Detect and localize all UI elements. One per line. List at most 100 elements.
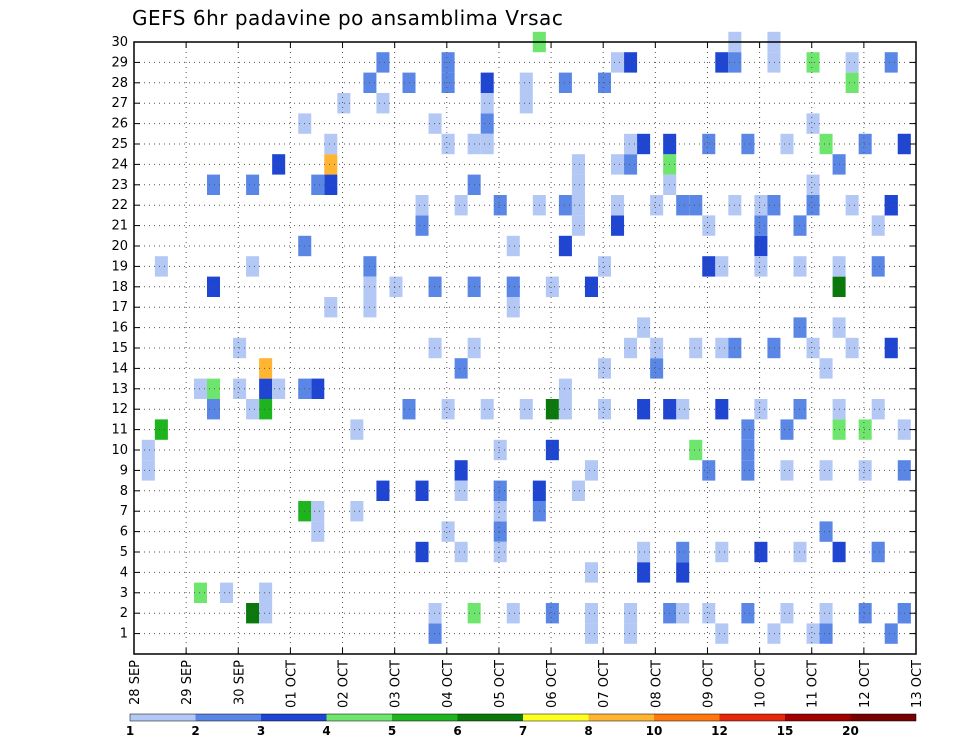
- heatmap-cell: [272, 378, 286, 399]
- heatmap-cell: [519, 93, 533, 114]
- y-tick-label: 25: [111, 137, 128, 152]
- x-tick-label: 13 OCT: [910, 660, 925, 708]
- heatmap-cell: [415, 541, 429, 563]
- heatmap-cell: [884, 623, 898, 644]
- heatmap-cell: [689, 195, 703, 216]
- heatmap-cell: [220, 582, 234, 603]
- heatmap-cell: [754, 399, 768, 420]
- heatmap-cell: [871, 399, 885, 420]
- heatmap-cell: [819, 521, 833, 542]
- heatmap-cell: [415, 215, 429, 236]
- heatmap-cell: [819, 358, 833, 379]
- heatmap-cell: [884, 195, 898, 216]
- y-tick-label: 5: [120, 545, 128, 560]
- heatmap-cell: [702, 603, 716, 624]
- heatmap-cell: [741, 603, 755, 624]
- heatmap-cell: [454, 195, 468, 216]
- y-tick-label: 27: [111, 96, 128, 111]
- heatmap-cell: [571, 480, 585, 501]
- heatmap-cell: [558, 235, 572, 257]
- heatmap-cell: [350, 419, 364, 440]
- heatmap-cell: [441, 52, 455, 73]
- y-tick-label: 15: [111, 341, 128, 356]
- heatmap-cell: [493, 501, 507, 522]
- y-tick-label: 17: [111, 300, 128, 315]
- chart-title: GEFS 6hr padavine po ansamblima Vrsac: [132, 6, 564, 30]
- y-tick-label: 19: [111, 259, 128, 274]
- heatmap-cell: [858, 603, 872, 624]
- heatmap-cell: [676, 541, 690, 563]
- colorbar-label: 5: [388, 724, 396, 738]
- heatmap-cell: [246, 399, 260, 420]
- heatmap-cell: [259, 603, 273, 624]
- heatmap-cell: [767, 52, 781, 73]
- heatmap-cell: [793, 317, 807, 338]
- heatmap-cell: [480, 399, 494, 420]
- heatmap-cell: [715, 623, 729, 644]
- y-tick-label: 4: [120, 565, 128, 580]
- colorbar-label: 3: [257, 724, 265, 738]
- heatmap-cell: [272, 154, 286, 175]
- heatmap-cell: [584, 460, 598, 481]
- colorbar-swatch: [261, 714, 327, 721]
- heatmap-cell: [154, 256, 168, 277]
- heatmap-cell: [493, 541, 507, 563]
- heatmap-cell: [624, 623, 638, 644]
- y-tick-label: 8: [120, 484, 128, 499]
- heatmap-cell: [193, 582, 207, 603]
- heatmap-cell: [441, 521, 455, 542]
- x-tick-label: 11 OCT: [806, 660, 821, 708]
- colorbar-label: 15: [777, 724, 794, 738]
- y-tick-label: 24: [111, 157, 128, 172]
- y-tick-label: 10: [111, 443, 128, 458]
- heatmap-cell: [441, 133, 455, 155]
- heatmap-cell: [480, 72, 494, 93]
- heatmap-cell: [676, 399, 690, 420]
- y-tick-label: 14: [111, 361, 128, 376]
- heatmap-cell: [584, 603, 598, 624]
- heatmap-cell: [624, 154, 638, 175]
- heatmap-cell: [571, 195, 585, 216]
- heatmap-cell: [480, 93, 494, 114]
- heatmap-cell: [806, 623, 820, 644]
- heatmap-cell: [141, 460, 155, 481]
- heatmap-cell: [715, 541, 729, 563]
- heatmap-cell: [206, 276, 221, 297]
- heatmap-cell: [493, 195, 507, 216]
- colorbar-label: 6: [453, 724, 461, 738]
- colorbar-swatch: [523, 714, 589, 721]
- heatmap-cell: [884, 337, 898, 359]
- heatmap-cell: [611, 154, 625, 175]
- heatmap-cell: [311, 501, 325, 522]
- heatmap-cell: [806, 174, 820, 195]
- heatmap-cell: [767, 337, 781, 359]
- heatmap-cell: [871, 215, 885, 236]
- y-tick-label: 3: [120, 586, 128, 601]
- heatmap-cell: [376, 52, 390, 73]
- heatmap-cell: [493, 480, 507, 501]
- heatmap-cell: [480, 113, 494, 134]
- heatmap-cell: [337, 93, 351, 114]
- heatmap-cell: [246, 174, 260, 195]
- colorbar-label: 10: [646, 724, 663, 738]
- heatmap-cell: [780, 603, 794, 624]
- heatmap-cell: [415, 480, 429, 501]
- x-tick-label: 29 SEP: [180, 660, 195, 705]
- heatmap-cell: [428, 603, 442, 624]
- y-tick-label: 9: [120, 463, 128, 478]
- heatmap-cell: [259, 358, 273, 379]
- heatmap-cell: [871, 541, 885, 563]
- heatmap-cell: [754, 215, 768, 236]
- x-tick-label: 02 OCT: [337, 660, 352, 708]
- heatmap-cell: [206, 174, 221, 195]
- colorbar-swatch: [326, 714, 392, 721]
- heatmap-cell: [571, 154, 585, 175]
- heatmap-cell: [611, 215, 625, 236]
- heatmap-cell: [584, 623, 598, 644]
- heatmap-cell: [858, 133, 872, 155]
- heatmap-cell: [376, 93, 390, 114]
- heatmap-cell: [637, 541, 651, 563]
- heatmap-cell: [571, 215, 585, 236]
- heatmap-cell: [806, 52, 820, 73]
